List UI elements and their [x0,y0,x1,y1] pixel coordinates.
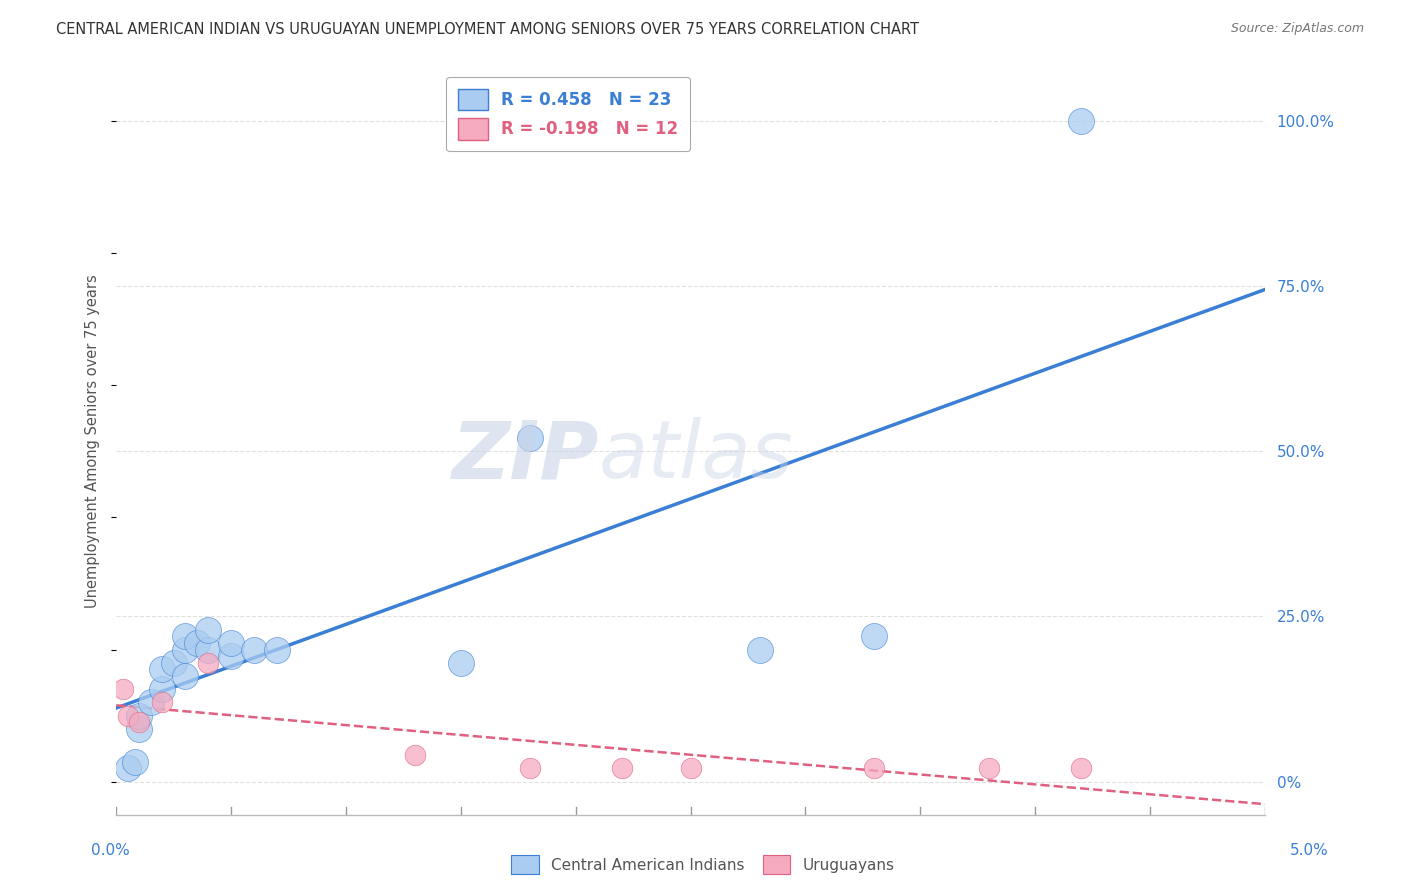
Point [128,708,150,723]
Point [266,642,288,657]
Point [128,722,150,736]
Text: atlas: atlas [599,417,793,495]
Point [679,761,702,775]
Text: Source: ZipAtlas.com: Source: ZipAtlas.com [1230,22,1364,36]
Point [748,642,770,657]
Point [863,761,886,775]
Point [150,695,173,709]
Point [519,761,541,775]
Point [243,642,266,657]
Point [404,748,426,763]
Point [163,656,186,670]
Legend: R = 0.458   N = 23, R = -0.198   N = 12: R = 0.458 N = 23, R = -0.198 N = 12 [446,77,690,152]
Point [519,431,541,445]
Point [450,656,472,670]
Point [197,623,219,637]
Point [1070,114,1092,128]
Point [197,656,219,670]
Point [117,708,139,723]
Point [124,755,146,769]
Y-axis label: Unemployment Among Seniors over 75 years: Unemployment Among Seniors over 75 years [86,275,100,608]
Point [174,629,197,643]
Point [197,642,219,657]
Text: ZIP: ZIP [451,417,599,495]
Point [128,715,150,730]
Point [117,761,139,775]
Point [219,636,242,650]
Legend: Central American Indians, Uruguayans: Central American Indians, Uruguayans [505,849,901,880]
Point [112,682,135,697]
Point [150,662,173,676]
Point [1070,761,1092,775]
Point [863,629,886,643]
Point [979,761,1001,775]
Point [174,669,197,683]
Text: 5.0%: 5.0% [1289,843,1329,858]
Point [610,761,633,775]
Point [186,636,208,650]
Text: CENTRAL AMERICAN INDIAN VS URUGUAYAN UNEMPLOYMENT AMONG SENIORS OVER 75 YEARS CO: CENTRAL AMERICAN INDIAN VS URUGUAYAN UNE… [56,22,920,37]
Point [174,642,197,657]
Point [150,682,173,697]
Text: 0.0%: 0.0% [91,843,131,858]
Point [219,649,242,664]
Point [139,695,162,709]
